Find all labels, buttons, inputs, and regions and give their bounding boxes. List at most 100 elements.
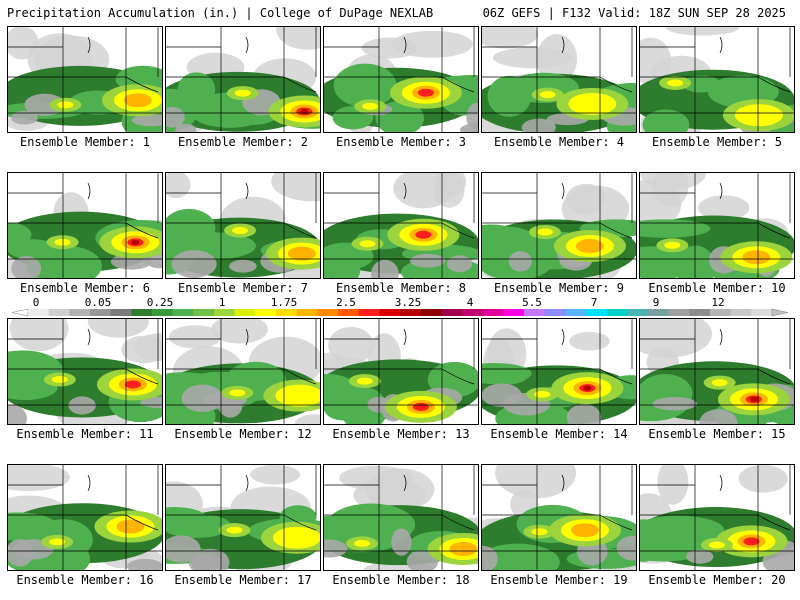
- ensemble-member-label: Ensemble Member: 10: [648, 281, 786, 295]
- precip-shade: [393, 173, 454, 209]
- colorbar-swatch: [524, 309, 546, 316]
- ensemble-panel-12: [165, 318, 321, 425]
- precip-gap: [175, 123, 197, 132]
- precip-shade: [250, 465, 301, 485]
- precip-core: [54, 238, 71, 246]
- precip-gap: [686, 549, 714, 564]
- precip-shade: [166, 173, 191, 199]
- colorbar-swatch: [358, 309, 380, 316]
- colorbar-swatch: [606, 309, 628, 316]
- state-border: [757, 368, 791, 385]
- precip-shade: [492, 47, 572, 69]
- colorbar-swatch: [648, 309, 670, 316]
- precip-map: [8, 319, 162, 424]
- state-border: [87, 182, 91, 200]
- colorbar-swatch: [90, 309, 112, 316]
- precip-swath: [642, 109, 690, 132]
- precip-shade: [294, 414, 320, 424]
- colorbar-swatch: [234, 309, 256, 316]
- colorbar-swatch: [730, 309, 752, 316]
- precip-map: [8, 27, 162, 132]
- state-border: [245, 328, 249, 346]
- colorbar-swatch: [317, 309, 339, 316]
- precip-gap: [24, 93, 66, 116]
- colorbar-swatch: [400, 309, 422, 316]
- ensemble-panel-5: [639, 26, 795, 133]
- ensemble-panel-9: [481, 172, 637, 279]
- precip-gap: [68, 396, 96, 415]
- precip-gap: [11, 256, 42, 278]
- colorbar-tick-label: 0.25: [147, 297, 174, 309]
- precip-core: [124, 380, 141, 389]
- state-border: [441, 514, 475, 531]
- precip-gap: [11, 110, 38, 125]
- precip-gap: [446, 255, 473, 273]
- precip-core: [131, 239, 140, 245]
- precip-map: [8, 465, 162, 570]
- precip-shade: [276, 27, 320, 50]
- precip-gap: [229, 259, 257, 273]
- state-border: [403, 328, 407, 346]
- colorbar-swatch: [296, 309, 318, 316]
- precip-core: [116, 519, 145, 534]
- precip-core: [539, 91, 556, 99]
- precip-gap: [367, 396, 390, 413]
- precip-core: [664, 241, 681, 249]
- state-border: [561, 474, 565, 492]
- precip-core: [531, 528, 548, 536]
- ensemble-member-label: Ensemble Member: 8: [335, 281, 467, 295]
- colorbar-right-arrow: [771, 308, 789, 317]
- ensemble-panel-8: [323, 172, 479, 279]
- precip-map: [324, 173, 478, 278]
- precip-shade: [8, 465, 70, 492]
- precip-shade: [361, 37, 418, 59]
- state-border: [125, 514, 159, 531]
- colorbar-swatch: [276, 309, 298, 316]
- precip-gap: [371, 259, 399, 278]
- precip-gap: [652, 397, 697, 411]
- precip-swath: [177, 72, 216, 107]
- precip-gap: [171, 250, 217, 278]
- colorbar-swatch: [214, 309, 236, 316]
- precip-core: [354, 539, 371, 547]
- state-border: [245, 36, 249, 54]
- precip-core: [667, 79, 684, 87]
- state-border: [719, 36, 723, 54]
- precip-gap: [8, 404, 27, 424]
- colorbar-swatch: [379, 309, 401, 316]
- precip-map: [640, 319, 794, 424]
- header-title-left: Precipitation Accumulation (in.) | Colle…: [7, 6, 434, 20]
- precip-core: [287, 246, 316, 261]
- state-border: [561, 328, 565, 346]
- state-border: [599, 514, 633, 531]
- precip-core: [356, 377, 373, 385]
- colorbar-swatch: [28, 309, 50, 316]
- ensemble-member-label: Ensemble Member: 20: [648, 573, 786, 587]
- colorbar-swatch: [441, 309, 463, 316]
- state-border: [403, 182, 407, 200]
- precip-shade: [8, 27, 39, 60]
- precip-gap: [324, 539, 348, 558]
- ensemble-panel-1: [7, 26, 163, 133]
- precip-shade: [738, 465, 788, 493]
- state-border: [561, 182, 565, 200]
- precip-core: [51, 376, 68, 384]
- precip-core: [568, 92, 617, 115]
- precip-core: [415, 230, 432, 239]
- precip-swath: [640, 246, 690, 278]
- colorbar-tick-label: 1: [219, 297, 226, 309]
- ensemble-member-label: Ensemble Member: 7: [177, 281, 309, 295]
- precip-core: [49, 538, 66, 546]
- precip-core: [742, 250, 771, 265]
- state-border: [283, 76, 317, 93]
- precip-map: [482, 173, 636, 278]
- state-border: [283, 222, 317, 239]
- state-border: [283, 514, 317, 531]
- precip-core: [272, 526, 320, 549]
- precip-core: [417, 88, 434, 97]
- precip-core: [749, 396, 758, 402]
- ensemble-panel-15: [639, 318, 795, 425]
- precip-core: [734, 104, 783, 127]
- precip-gap: [140, 396, 162, 409]
- precip-shade: [640, 319, 713, 358]
